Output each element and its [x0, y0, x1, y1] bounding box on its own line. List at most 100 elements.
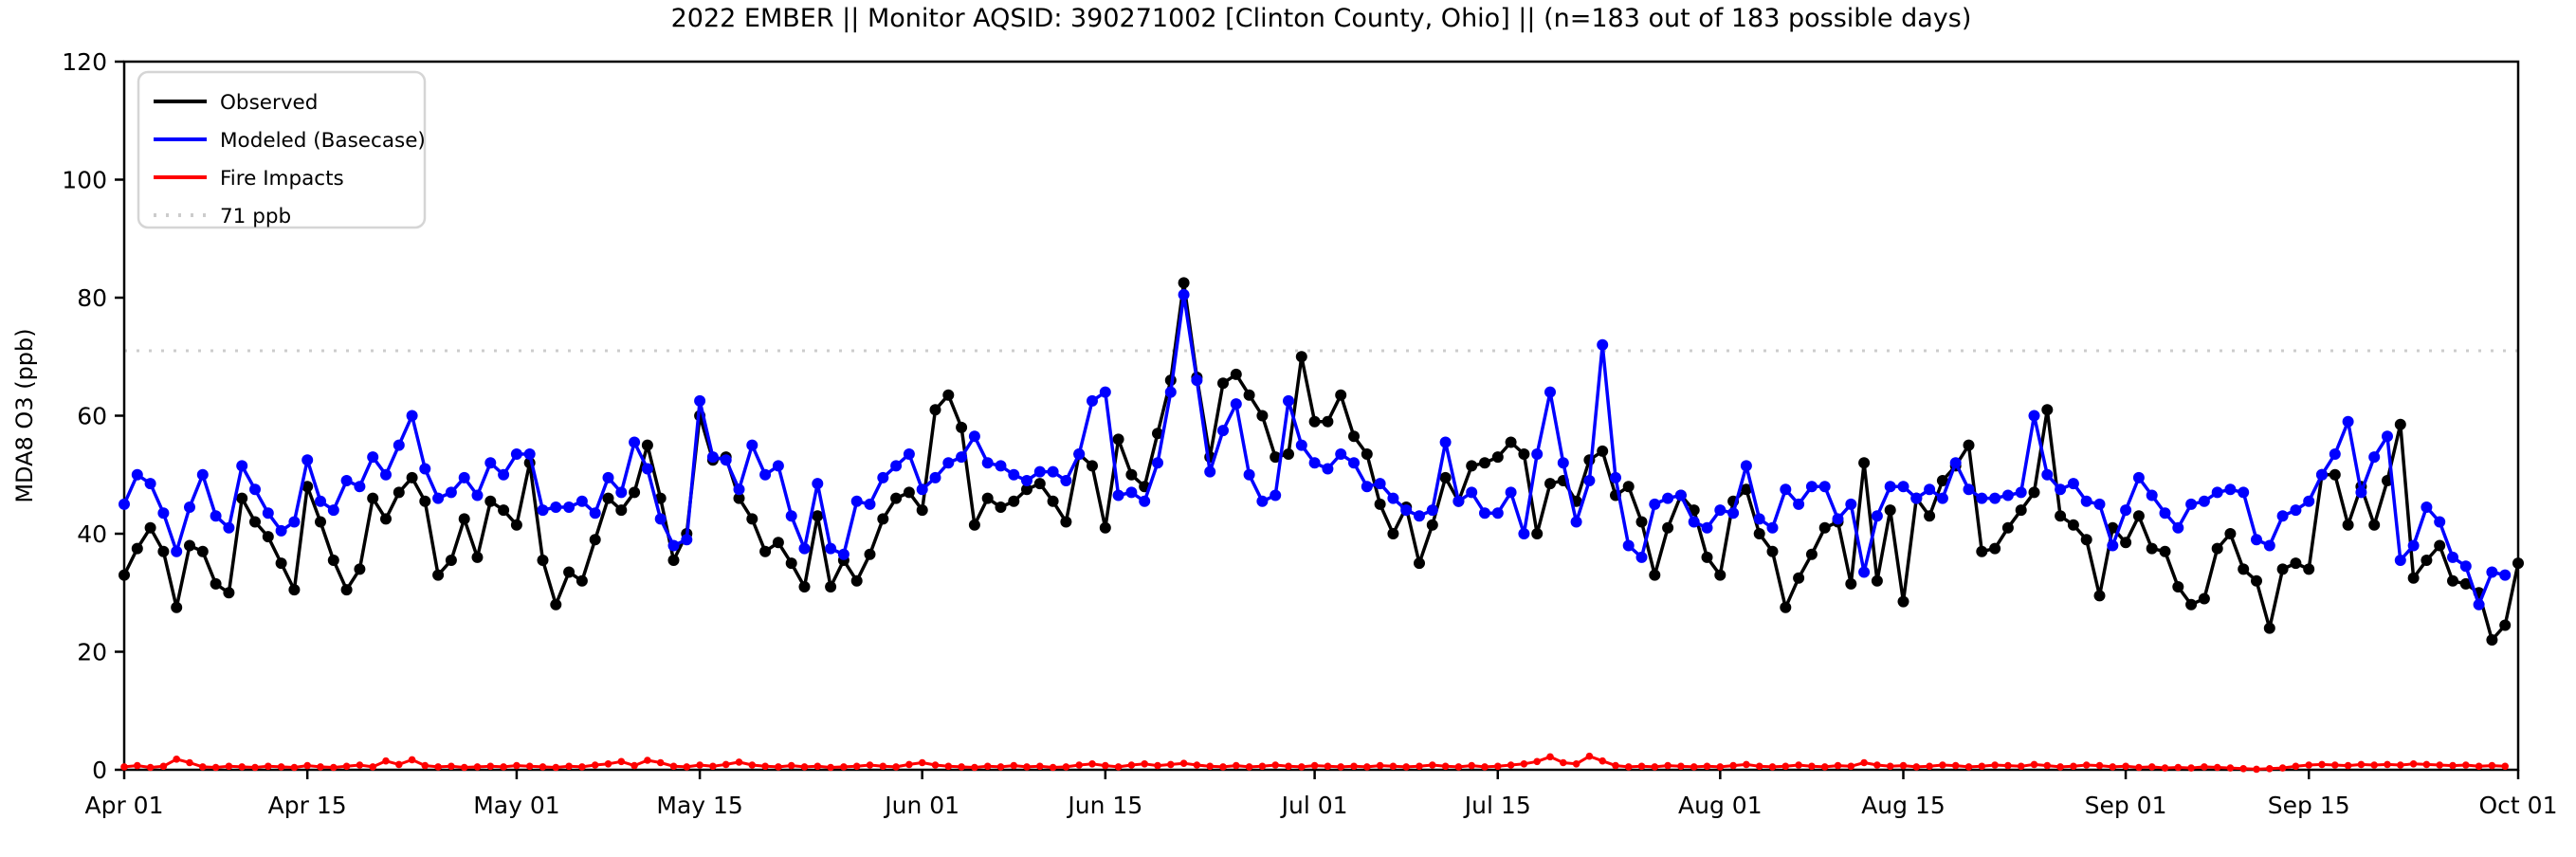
observed-point [1805, 548, 1818, 560]
modeled-point [367, 451, 379, 464]
fire-impacts-point [840, 763, 848, 771]
modeled-point [1099, 386, 1111, 398]
observed-point [629, 486, 641, 499]
observed-point [929, 404, 941, 416]
fire-impacts-point [1114, 763, 1123, 771]
fire-impacts-point [983, 762, 992, 771]
observed-point [2407, 572, 2420, 584]
fire-impacts-point [1729, 761, 1737, 770]
x-tick-label: May 15 [656, 792, 742, 819]
observed-point [1714, 569, 1726, 581]
fire-impacts-point [1899, 761, 1908, 770]
fire-impacts-point [1350, 762, 1358, 771]
modeled-point [563, 501, 575, 513]
modeled-point [1087, 394, 1098, 407]
y-tick-label: 100 [62, 167, 107, 194]
modeled-point [2407, 539, 2420, 552]
modeled-point [602, 471, 614, 483]
observed-point [1439, 471, 1452, 483]
observed-point [550, 598, 562, 611]
observed-point [825, 581, 837, 593]
fire-impacts-point [1324, 762, 1332, 771]
fire-impacts-point [2226, 764, 2235, 772]
modeled-point [1439, 436, 1452, 448]
modeled-point [1845, 498, 1857, 510]
observed-point [1662, 521, 1674, 534]
fire-impacts-point [2056, 763, 2064, 771]
observed-point [2263, 622, 2275, 634]
fire-impacts-point [2004, 761, 2012, 770]
fire-impacts-point [408, 756, 416, 764]
observed-point [498, 504, 510, 517]
modeled-point [798, 542, 811, 555]
y-tick-label: 20 [77, 639, 107, 666]
modeled-point [1910, 492, 1923, 504]
modeled-point [1073, 448, 1086, 460]
observed-point [903, 486, 915, 499]
modeled-point [1793, 498, 1805, 510]
fire-impacts-point [2213, 763, 2221, 772]
modeled-point [1361, 481, 1373, 493]
fire-impacts-point [879, 762, 887, 771]
modeled-point [2421, 501, 2433, 513]
modeled-point [1308, 457, 1321, 469]
observed-point [1845, 577, 1857, 590]
modeled-point [445, 486, 457, 499]
fire-impacts-point [1023, 763, 1031, 771]
modeled-markers [119, 288, 2512, 611]
observed-point [2172, 581, 2184, 593]
modeled-point [1897, 481, 1909, 493]
fire-impacts-point [1599, 757, 1606, 765]
observed-point [1217, 377, 1229, 390]
modeled-point [2093, 498, 2106, 510]
fire-impacts-point [211, 763, 220, 772]
modeled-point [2251, 534, 2262, 546]
modeled-point [615, 486, 628, 499]
observed-point [1008, 495, 1020, 507]
observed-point [1858, 457, 1871, 469]
observed-point [1270, 451, 1282, 464]
modeled-point [2001, 489, 2014, 501]
modeled-point [1243, 468, 1255, 481]
observed-point [1387, 528, 1399, 539]
modeled-point [667, 539, 680, 552]
fire-impacts-point [1245, 763, 1253, 771]
fire-impacts-point [2397, 761, 2404, 769]
fire-impacts-point [2187, 764, 2195, 772]
modeled-point [1766, 521, 1779, 534]
modeled-point [1531, 448, 1544, 460]
modeled-point [850, 495, 863, 507]
fire-impacts-point [146, 763, 155, 772]
observed-point [393, 486, 405, 499]
y-tick-label: 80 [77, 284, 107, 312]
fire-impacts-point [342, 762, 351, 771]
fire-impacts-point [931, 761, 940, 769]
fire-impacts-point [1781, 762, 1790, 771]
x-tick-label: Aug 01 [1678, 792, 1763, 819]
fire-impacts-point [120, 763, 128, 771]
modeled-point [223, 521, 235, 534]
observed-point [2342, 519, 2354, 531]
observed-point [406, 471, 418, 483]
fire-impacts-point [2147, 763, 2156, 771]
fire-impacts-point [1088, 760, 1096, 768]
modeled-point [2394, 555, 2406, 566]
observed-point [942, 389, 955, 401]
fire-impacts-point [1298, 763, 1306, 771]
modeled-point [1060, 475, 1072, 486]
modeled-point [393, 439, 405, 451]
fire-impacts-point [996, 763, 1005, 771]
observed-point [2368, 519, 2381, 531]
modeled-point [2055, 483, 2067, 496]
fire-impacts-point [1886, 762, 1894, 771]
observed-point [1414, 557, 1425, 570]
observed-point [2132, 510, 2145, 522]
modeled-point [2107, 539, 2119, 552]
y-axis-label: MDA8 O3 (ppb) [11, 328, 38, 502]
fire-impacts-point [971, 763, 978, 772]
modeled-point [589, 507, 601, 520]
fire-impacts-point [1219, 763, 1227, 771]
fire-impacts-point [448, 762, 455, 771]
